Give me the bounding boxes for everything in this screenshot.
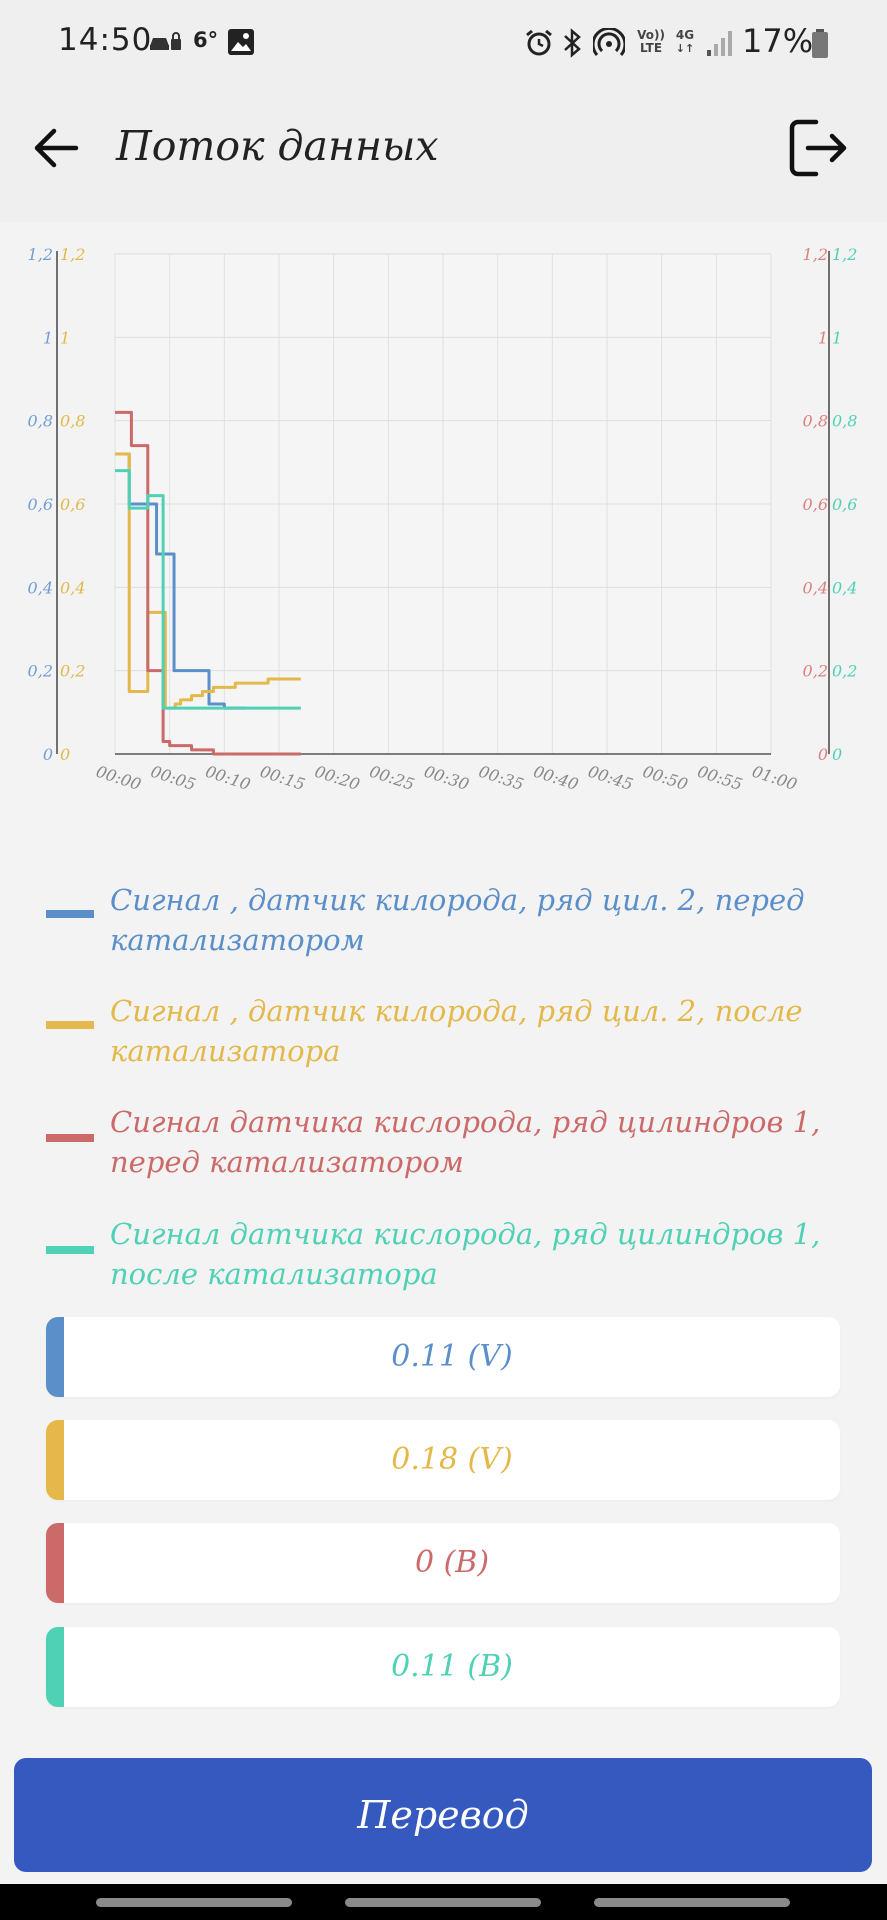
status-time: 14:50 [58, 22, 153, 58]
x-tick-label: 00:10 [203, 762, 253, 794]
convert-button[interactable]: Перевод [14, 1758, 872, 1872]
y-tick-label: 0,4 [832, 578, 857, 597]
value-card: 0.11 (В) [46, 1627, 840, 1707]
value-card-accent [46, 1317, 64, 1397]
value-card: 0.18 (V) [46, 1420, 840, 1500]
value-card: 0 (В) [46, 1523, 840, 1603]
exit-icon[interactable] [786, 116, 850, 180]
y-tick-label: 0,2 [832, 662, 857, 681]
y-tick-label: 1,2 [803, 245, 828, 264]
status-network-bottom: LTE [639, 41, 663, 55]
y-tick-label: 0,8 [28, 412, 53, 431]
value-card: 0.11 (V) [46, 1317, 840, 1397]
y-tick-label: 1,2 [60, 245, 85, 264]
nav-pill[interactable] [594, 1898, 790, 1907]
hotspot-icon [593, 28, 625, 56]
y-tick-label: 1 [60, 328, 70, 347]
x-tick-label: 00:40 [531, 762, 581, 794]
value-card-value: 0.11 (V) [391, 1339, 513, 1374]
y-tick-label: 0,2 [803, 662, 828, 681]
y-tick-label: 1 [43, 328, 53, 347]
value-card-accent [46, 1627, 64, 1707]
y-tick-label: 0,2 [28, 662, 53, 681]
status-bar: 14:50 6° Vo)) LTE 4G ↓↑ 17% [0, 0, 887, 86]
legend-label: Сигнал , датчик килорода, ряд цил. 2, по… [110, 994, 803, 1068]
data-flow-chart: 0 0 0 00,2 0,2 0,2 0,20,4 0,4 0,4 0,40,6 0,6 0,6 0,6… [28, 245, 858, 794]
legend-item: Сигнал датчика кислорода, ряд цилиндров … [0, 1094, 887, 1194]
x-tick-label: 00:45 [586, 762, 636, 794]
y-tick-label: 0,4 [60, 578, 85, 597]
y-tick-label: 1,2 [832, 245, 857, 264]
y-tick-label: 0,4 [803, 578, 828, 597]
y-tick-label: 0,6 [60, 495, 85, 514]
y-tick-label: 0,4 [28, 578, 53, 597]
alarm-icon [526, 29, 552, 56]
x-tick-label: 00:50 [640, 762, 690, 794]
y-tick-label: 0,8 [832, 412, 857, 431]
y-tick-label: 0,8 [60, 412, 85, 431]
nav-pill[interactable] [345, 1898, 541, 1907]
y-tick-label: 0 [60, 745, 70, 764]
y-tick-label: 0 [832, 745, 842, 764]
series-line [115, 410, 301, 756]
y-tick-label: 0 [818, 745, 828, 764]
app-bar [0, 86, 887, 222]
x-tick-label: 01:00 [750, 762, 800, 794]
x-tick-label: 00:55 [695, 762, 745, 794]
value-card-accent [46, 1420, 64, 1500]
arrow-left-icon[interactable] [28, 118, 88, 178]
y-tick-label: 0,8 [803, 412, 828, 431]
value-card-accent [46, 1523, 64, 1603]
status-temperature: 6° [193, 28, 219, 52]
y-tick-label: 0,2 [60, 662, 85, 681]
y-tick-label: 0,6 [803, 495, 828, 514]
legend-swatch [46, 1021, 94, 1029]
value-card-value: 0.11 (В) [391, 1649, 513, 1684]
legend-swatch [46, 910, 94, 918]
series-line [115, 469, 301, 710]
x-tick-label: 00:20 [312, 762, 362, 794]
legend-swatch [46, 1134, 94, 1142]
page-title: Поток данных [116, 122, 439, 170]
y-tick-label: 1,2 [28, 245, 53, 264]
signal-icon [707, 31, 732, 56]
bluetooth-icon [564, 28, 581, 58]
x-tick-label: 00:05 [148, 762, 198, 794]
legend-label: Сигнал датчика кислорода, ряд цилиндров … [110, 1105, 821, 1179]
x-tick-label: 00:30 [422, 762, 472, 794]
status-battery-percent: 17% [742, 22, 814, 60]
x-tick-label: 00:25 [367, 762, 417, 794]
image-icon [228, 29, 254, 55]
y-tick-label: 0,6 [832, 495, 857, 514]
y-tick-label: 1 [832, 328, 842, 347]
battery-icon [812, 29, 828, 58]
value-card-value: 0.18 (V) [391, 1442, 513, 1477]
legend-label: Сигнал датчика кислорода, ряд цилиндров … [110, 1217, 821, 1291]
legend-item: Сигнал , датчик килорода, ряд цил. 2, по… [0, 983, 887, 1083]
nav-pill[interactable] [96, 1898, 292, 1907]
series-line [115, 452, 301, 710]
legend-item: Сигнал датчика кислорода, ряд цилиндров … [0, 1206, 887, 1306]
y-tick-label: 0 [43, 745, 53, 764]
x-tick-label: 00:15 [258, 762, 308, 794]
x-tick-label: 00:00 [94, 762, 144, 794]
status-network-type: 4G [675, 28, 695, 42]
y-tick-label: 1 [818, 328, 828, 347]
value-card-value: 0 (В) [414, 1545, 490, 1580]
system-nav-bar [0, 1884, 887, 1920]
car-lock-icon [150, 32, 181, 50]
legend-label: Сигнал , датчик килорода, ряд цил. 2, пе… [110, 883, 805, 957]
x-tick-label: 00:35 [476, 762, 526, 794]
legend-swatch [46, 1246, 94, 1254]
y-tick-label: 0,6 [28, 495, 53, 514]
status-network-top: Vo)) [637, 28, 665, 42]
legend-item: Сигнал , датчик килорода, ряд цил. 2, пе… [0, 872, 887, 972]
